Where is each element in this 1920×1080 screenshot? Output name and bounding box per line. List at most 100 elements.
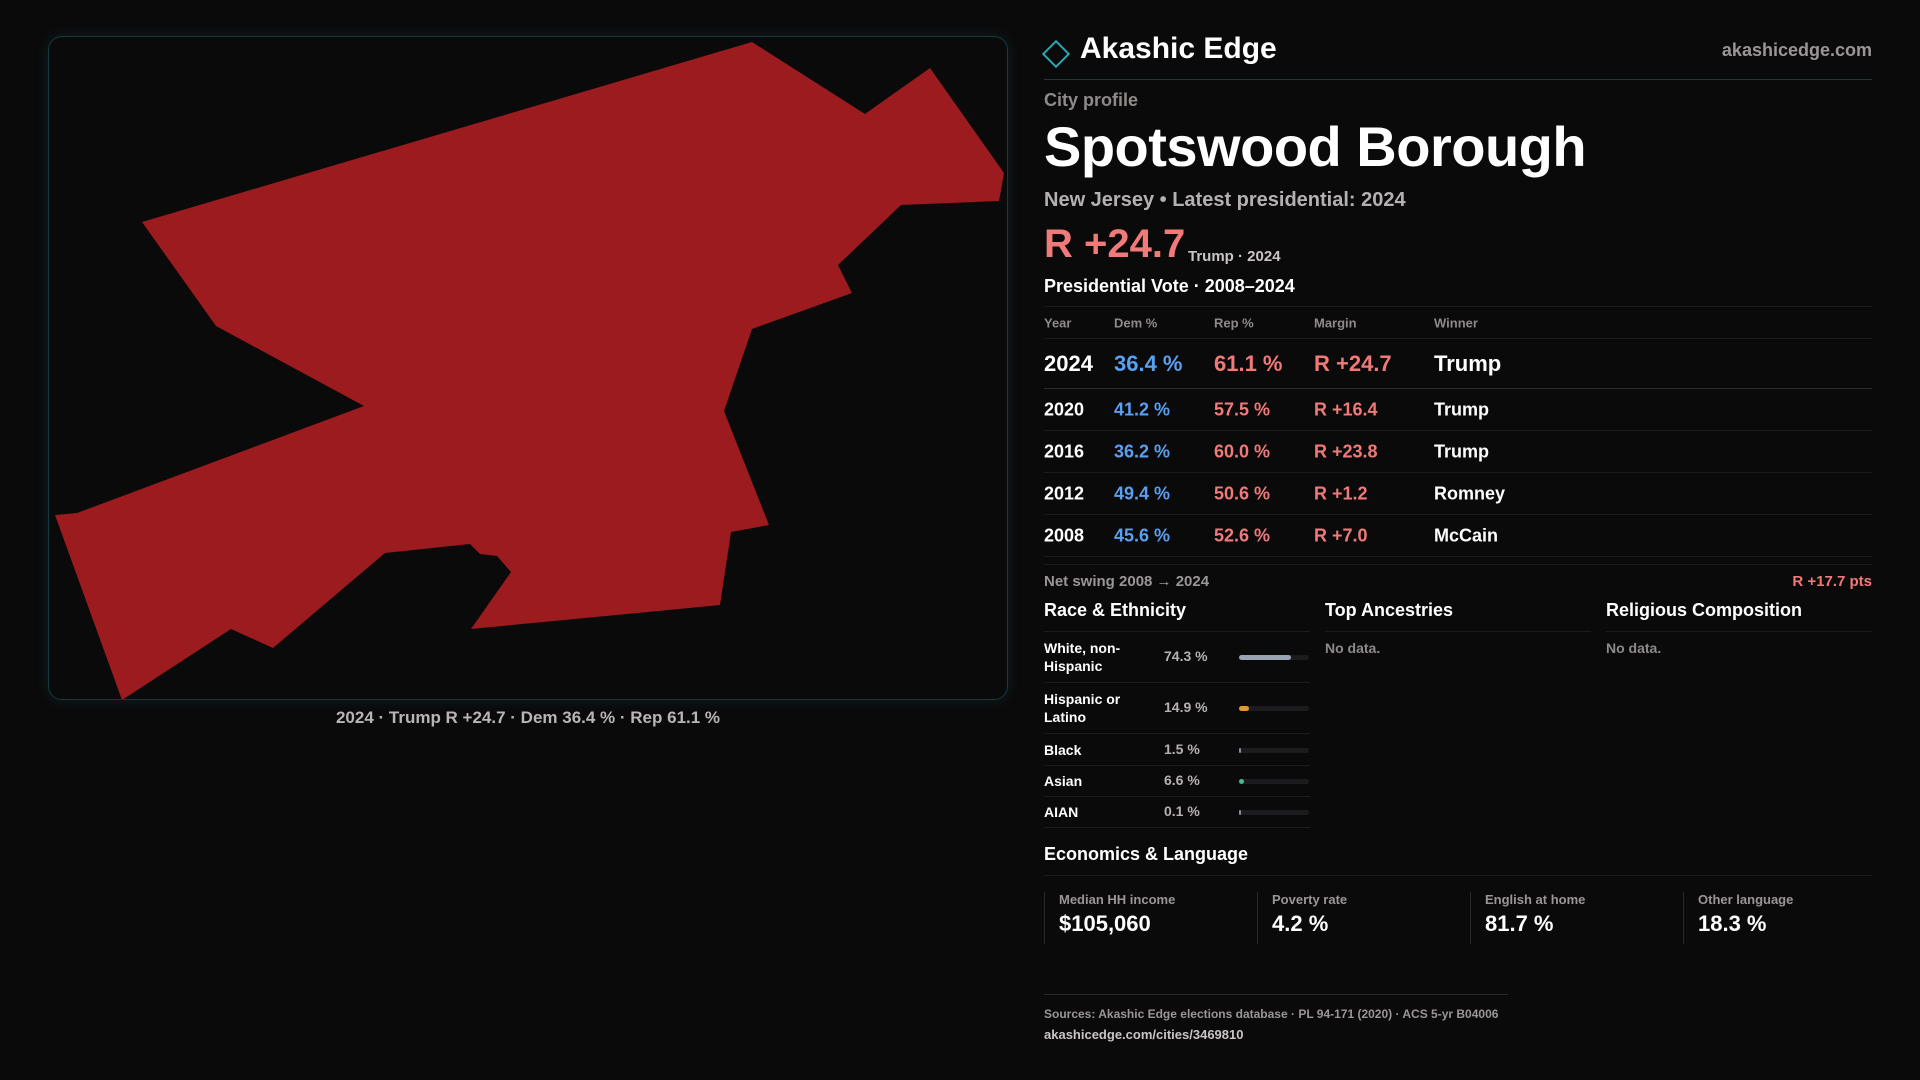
race-label: Hispanic or Latino (1044, 691, 1121, 725)
municipality-map[interactable] (49, 37, 1008, 700)
race-bar (1239, 655, 1309, 660)
winner-cell: Trump (1434, 350, 1502, 376)
stat-label: Median HH income (1059, 892, 1176, 907)
year-cell: 2024 (1044, 350, 1093, 376)
year-cell: 2012 (1044, 483, 1085, 503)
sources-text: Sources: Akashic Edge elections database… (1044, 1007, 1499, 1021)
margin-cell: R +16.4 (1314, 399, 1378, 419)
race-row: AIAN 0.1 % (1044, 797, 1310, 828)
race-label: AIAN (1044, 804, 1079, 820)
religion-section: Religious Composition No data. (1606, 600, 1872, 656)
vote-section-title: Presidential Vote · 2008–2024 (1044, 276, 1295, 296)
table-row: 2016 36.2 % 60.0 % R +23.8 Trump (1044, 431, 1872, 473)
race-pct: 14.9 % (1164, 699, 1208, 715)
page-title: Spotswood Borough (1044, 115, 1587, 178)
winner-cell: Trump (1434, 441, 1490, 461)
page-subtitle: New Jersey • Latest presidential: 2024 (1044, 189, 1406, 211)
column-header-winner: Winner (1434, 315, 1478, 330)
brand-url-link[interactable]: akashicedge.com (1721, 40, 1872, 60)
race-pct: 1.5 % (1164, 741, 1200, 757)
table-row: 2008 45.6 % 52.6 % R +7.0 McCain (1044, 515, 1872, 557)
year-cell: 2016 (1044, 441, 1085, 461)
canonical-url-link[interactable]: akashicedge.com/cities/3469810 (1044, 1027, 1244, 1042)
winner-cell: Trump (1434, 399, 1490, 419)
race-label: White, non-Hispanic (1044, 640, 1121, 674)
race-bar-fill (1239, 748, 1241, 753)
vote-table: Year Dem % Rep % Margin Winner 2024 36.4… (1044, 306, 1872, 557)
stat-value: $105,060 (1059, 911, 1151, 936)
margin-cell: R +24.7 (1314, 350, 1392, 376)
margin-cell: R +7.0 (1314, 525, 1368, 545)
diamond-logo-icon (1041, 39, 1071, 69)
brand-name[interactable]: Akashic Edge (1080, 32, 1277, 65)
rep-cell: 52.6 % (1214, 525, 1271, 545)
race-bar-fill (1239, 706, 1250, 711)
dem-cell: 36.2 % (1114, 441, 1171, 461)
race-pct: 0.1 % (1164, 803, 1200, 819)
column-header-dem: Dem % (1114, 315, 1158, 330)
race-bar-fill (1239, 655, 1291, 660)
stat-value: 4.2 % (1272, 911, 1329, 936)
race-bar-fill (1239, 779, 1244, 784)
ancestries-section-title: Top Ancestries (1325, 600, 1591, 632)
dem-cell: 49.4 % (1114, 483, 1171, 503)
stat-label: Other language (1698, 892, 1794, 907)
column-header-margin: Margin (1314, 315, 1357, 330)
race-bar (1239, 706, 1309, 711)
margin-cell: R +1.2 (1314, 483, 1368, 503)
race-pct: 74.3 % (1164, 648, 1208, 664)
map-caption: 2024 · Trump R +24.7 · Dem 36.4 % · Rep … (335, 708, 721, 727)
table-row: 2020 41.2 % 57.5 % R +16.4 Trump (1044, 389, 1872, 431)
race-row: Hispanic or Latino 14.9 % (1044, 683, 1310, 734)
net-swing-value: R +17.7 pts (1792, 573, 1872, 590)
map-panel[interactable] (48, 36, 1008, 700)
ancestries-section: Top Ancestries No data. (1325, 600, 1591, 656)
column-header-rep: Rep % (1214, 315, 1254, 330)
dem-cell: 45.6 % (1114, 525, 1171, 545)
rep-cell: 61.1 % (1214, 350, 1283, 376)
race-bar-fill (1239, 810, 1241, 815)
race-label: Black (1044, 742, 1082, 758)
net-swing-row: Net swing 2008 → 2024 R +17.7 pts (1044, 564, 1872, 598)
winner-cell: Romney (1434, 483, 1506, 503)
economics-section-title: Economics & Language (1044, 844, 1872, 876)
column-header-year: Year (1044, 315, 1072, 330)
latest-margin-note: Trump · 2024 (1188, 248, 1281, 265)
net-swing-label: Net swing 2008 → 2024 (1044, 573, 1210, 590)
race-row: Black 1.5 % (1044, 734, 1310, 766)
race-pct: 6.6 % (1164, 772, 1200, 788)
race-bar (1239, 748, 1309, 753)
year-cell: 2008 (1044, 525, 1085, 545)
city-profile-panel: Akashic Edge akashicedge.com City profil… (1041, 0, 1872, 1080)
stat-label: English at home (1485, 892, 1586, 907)
sources-footer: Sources: Akashic Edge elections database… (1044, 994, 1508, 1042)
dem-cell: 36.4 % (1114, 350, 1183, 376)
race-row: White, non-Hispanic 74.3 % (1044, 632, 1310, 683)
stat-card-other-language: Other language 18.3 % (1683, 892, 1895, 944)
ancestries-empty-text: No data. (1325, 640, 1381, 656)
race-label: Asian (1044, 773, 1083, 789)
winner-cell: McCain (1434, 525, 1499, 545)
religion-empty-text: No data. (1606, 640, 1662, 656)
stat-card-income: Median HH income $105,060 (1044, 892, 1256, 944)
race-section-title: Race & Ethnicity (1044, 600, 1310, 632)
stat-value: 81.7 % (1485, 911, 1554, 936)
municipality-boundary-shape[interactable] (55, 42, 1004, 700)
page-eyebrow: City profile (1044, 90, 1139, 110)
rep-cell: 50.6 % (1214, 483, 1271, 503)
stat-label: Poverty rate (1272, 892, 1348, 907)
dem-cell: 41.2 % (1114, 399, 1171, 419)
year-cell: 2020 (1044, 399, 1085, 419)
margin-cell: R +23.8 (1314, 441, 1378, 461)
rep-cell: 57.5 % (1214, 399, 1271, 419)
race-bar (1239, 779, 1309, 784)
table-header-row: Year Dem % Rep % Margin Winner (1044, 307, 1872, 339)
table-row: 2024 36.4 % 61.1 % R +24.7 Trump (1044, 339, 1872, 389)
race-row: Asian 6.6 % (1044, 766, 1310, 797)
race-bar (1239, 810, 1309, 815)
stat-value: 18.3 % (1698, 911, 1767, 936)
race-ethnicity-section: Race & Ethnicity White, non-Hispanic 74.… (1044, 600, 1310, 828)
religion-section-title: Religious Composition (1606, 600, 1872, 632)
table-row: 2012 49.4 % 50.6 % R +1.2 Romney (1044, 473, 1872, 515)
rep-cell: 60.0 % (1214, 441, 1271, 461)
